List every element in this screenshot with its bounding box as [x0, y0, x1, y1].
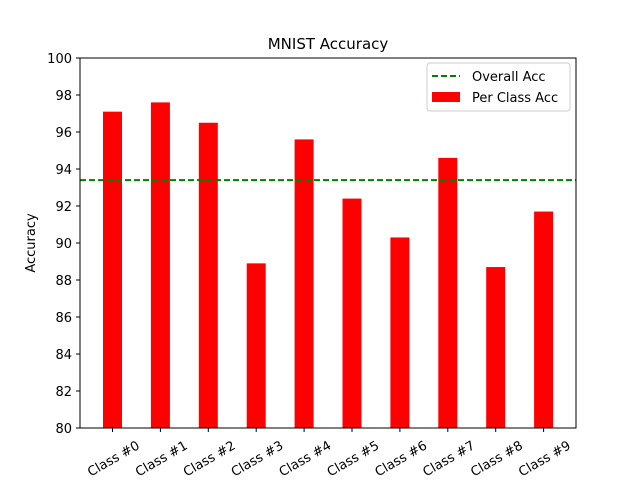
bar-1	[150, 102, 170, 429]
x-tick-label-7: Class #7	[421, 438, 478, 480]
legend-label-per-class: Per Class Acc	[472, 91, 558, 106]
legend-swatch-per-class	[432, 92, 460, 102]
y-axis-label: Accuracy	[24, 213, 39, 273]
x-tick-label-9: Class #9	[516, 438, 573, 480]
y-tick-label-6: 92	[55, 200, 72, 215]
bars-group	[103, 102, 554, 429]
x-tick-label-3: Class #3	[229, 438, 286, 480]
y-tick-label-4: 88	[55, 274, 72, 289]
bar-5	[342, 198, 362, 428]
x-tick-label-2: Class #2	[181, 438, 238, 480]
bar-2	[198, 122, 218, 428]
y-tick-label-0: 80	[55, 422, 72, 437]
y-tick-label-5: 90	[55, 237, 72, 252]
x-tick-label-4: Class #4	[277, 438, 334, 480]
bar-6	[390, 237, 410, 428]
x-tick-label-1: Class #1	[133, 438, 190, 480]
x-tick-label-5: Class #5	[325, 438, 382, 480]
bar-0	[103, 111, 122, 429]
y-tick-label-1: 82	[55, 385, 72, 400]
legend-box	[426, 62, 571, 112]
legend-label-overall: Overall Acc	[472, 70, 546, 85]
bar-9	[534, 211, 554, 428]
y-axis: 80 82 84 86 88 90 92 94 96 98 100	[47, 52, 80, 437]
legend: Overall Acc Per Class Acc	[426, 62, 571, 112]
x-tick-label-8: Class #8	[468, 438, 525, 480]
y-tick-label-9: 98	[55, 89, 72, 104]
y-tick-label-3: 86	[55, 311, 72, 326]
y-tick-label-10: 100	[47, 52, 72, 67]
bar-8	[486, 267, 506, 428]
bar-4	[294, 139, 314, 428]
chart-title: MNIST Accuracy	[268, 35, 389, 53]
y-tick-label-2: 84	[55, 348, 72, 363]
y-tick-label-7: 94	[55, 163, 72, 178]
bar-3	[246, 263, 266, 428]
plot-frame	[79, 57, 577, 429]
x-tick-label-0: Class #0	[85, 438, 142, 480]
bar-7	[438, 157, 458, 428]
x-tick-label-6: Class #6	[373, 438, 430, 480]
y-tick-label-8: 96	[55, 126, 72, 141]
